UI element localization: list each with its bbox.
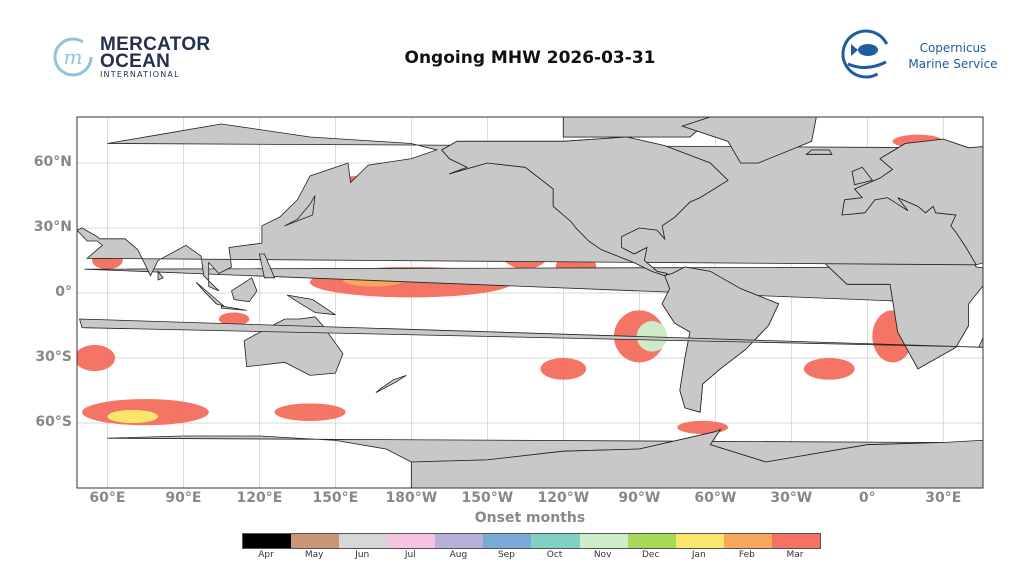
mhw-patch [0, 310, 1, 362]
landmass-philippines [258, 253, 276, 279]
mercator-m-icon: m [53, 37, 93, 77]
mercator-ocean-logo: m MERCATOR OCEAN INTERNATIONAL [52, 34, 210, 79]
mhw-patch [274, 403, 346, 421]
colorbar-swatch [675, 534, 724, 548]
colorbar-label: Nov [593, 550, 612, 560]
landmass-madagascar [78, 318, 983, 348]
svg-text:m: m [64, 45, 83, 69]
mhw-patch [986, 345, 1024, 371]
colorbar-label: Mar [786, 550, 804, 560]
mhw-patch [107, 410, 159, 424]
colorbar-swatch [771, 534, 820, 548]
landmass-java [220, 305, 247, 311]
colorbar-swatch [435, 534, 484, 548]
x-axis-label: Onset months [474, 510, 586, 526]
fish-icon [841, 29, 891, 79]
landmass-eurasia [841, 138, 983, 266]
colorbar-label: Oct [546, 550, 563, 560]
colorbar-swatch [723, 534, 772, 548]
colorbar-swatch [291, 534, 340, 548]
logo-text: Copernicus [919, 41, 987, 55]
mhw-patch [636, 321, 668, 352]
colorbar-label: Apr [258, 550, 274, 560]
lon-tick-label: 60°E [89, 490, 126, 506]
landmass-iceland [805, 149, 833, 155]
land-layer [77, 117, 983, 488]
colorbar-label: Dec [641, 550, 660, 560]
lon-tick-label: 90°E [165, 490, 202, 506]
landmass-newguinea [287, 294, 336, 316]
mhw-patch [1004, 252, 1024, 269]
colorbar-swatch [627, 534, 676, 548]
lat-tick-label: 60°S [35, 414, 72, 431]
colorbar-label: Sep [497, 550, 515, 560]
mhw-patch [540, 358, 587, 380]
colorbar-swatch [579, 534, 628, 548]
logo-text: OCEAN [100, 51, 171, 72]
landmass-japan [284, 195, 316, 227]
colorbar-swatch [531, 534, 580, 548]
logo-text: MERCATOR [100, 34, 211, 55]
logo-text: INTERNATIONAL [100, 70, 180, 79]
lat-tick-label: 30°S [35, 349, 72, 365]
lon-tick-label: 30°W [770, 490, 813, 506]
lon-tick-label: 0° [858, 490, 876, 506]
colorbar-swatch [339, 534, 388, 548]
colorbar-swatch [387, 534, 436, 548]
landmass-uk [851, 166, 874, 186]
mhw-patch [77, 345, 115, 372]
map-frame [76, 116, 984, 489]
colorbar-label: May [304, 550, 324, 560]
landmass-sumatra [195, 281, 225, 307]
lon-tick-label: 90°W [618, 490, 661, 506]
colorbar-label: Jun [355, 550, 370, 560]
lon-tick-label: 150°W [461, 490, 514, 506]
landmass-antarctica [410, 428, 983, 488]
landmass-greenland [681, 117, 817, 164]
colorbar-label: Aug [449, 550, 468, 560]
landmass-borneo [231, 277, 258, 303]
lat-tick-label: 30°N [33, 218, 72, 235]
landmass-madagascar [978, 336, 983, 348]
lon-tick-label: 180°W [385, 490, 438, 506]
colorbar-label: Jul [404, 550, 416, 560]
mhw-patch [994, 399, 1024, 425]
landmass-srilanka [157, 270, 164, 281]
logo-text: Marine Service [908, 57, 998, 71]
landmass-nz [375, 374, 407, 394]
mhw-patch [677, 420, 728, 434]
map-title: Ongoing MHW 2026-03-31 [404, 48, 656, 68]
lon-tick-label: 150°E [312, 490, 359, 506]
lat-tick-label: 0° [55, 284, 72, 300]
copernicus-marine-logo: Copernicus Marine Service [840, 28, 1000, 82]
colorbar-label: Jan [691, 550, 706, 560]
lat-tick-label: 60°N [33, 153, 72, 170]
mhw-patch [803, 358, 855, 380]
colorbar-swatch [243, 534, 292, 548]
colorbar [242, 533, 821, 549]
colorbar-label: Feb [738, 550, 755, 560]
mhw-patch [1019, 410, 1024, 423]
lon-tick-label: 60°W [694, 490, 737, 506]
colorbar-swatch [483, 534, 532, 548]
lon-tick-label: 30°E [925, 490, 962, 506]
lon-tick-label: 120°W [537, 490, 590, 506]
lon-tick-label: 120°E [236, 490, 283, 506]
landmass-namerica [441, 136, 729, 277]
mhw-patch [0, 135, 31, 148]
landmass-arctic [562, 117, 714, 138]
mhw-patch [218, 312, 250, 326]
